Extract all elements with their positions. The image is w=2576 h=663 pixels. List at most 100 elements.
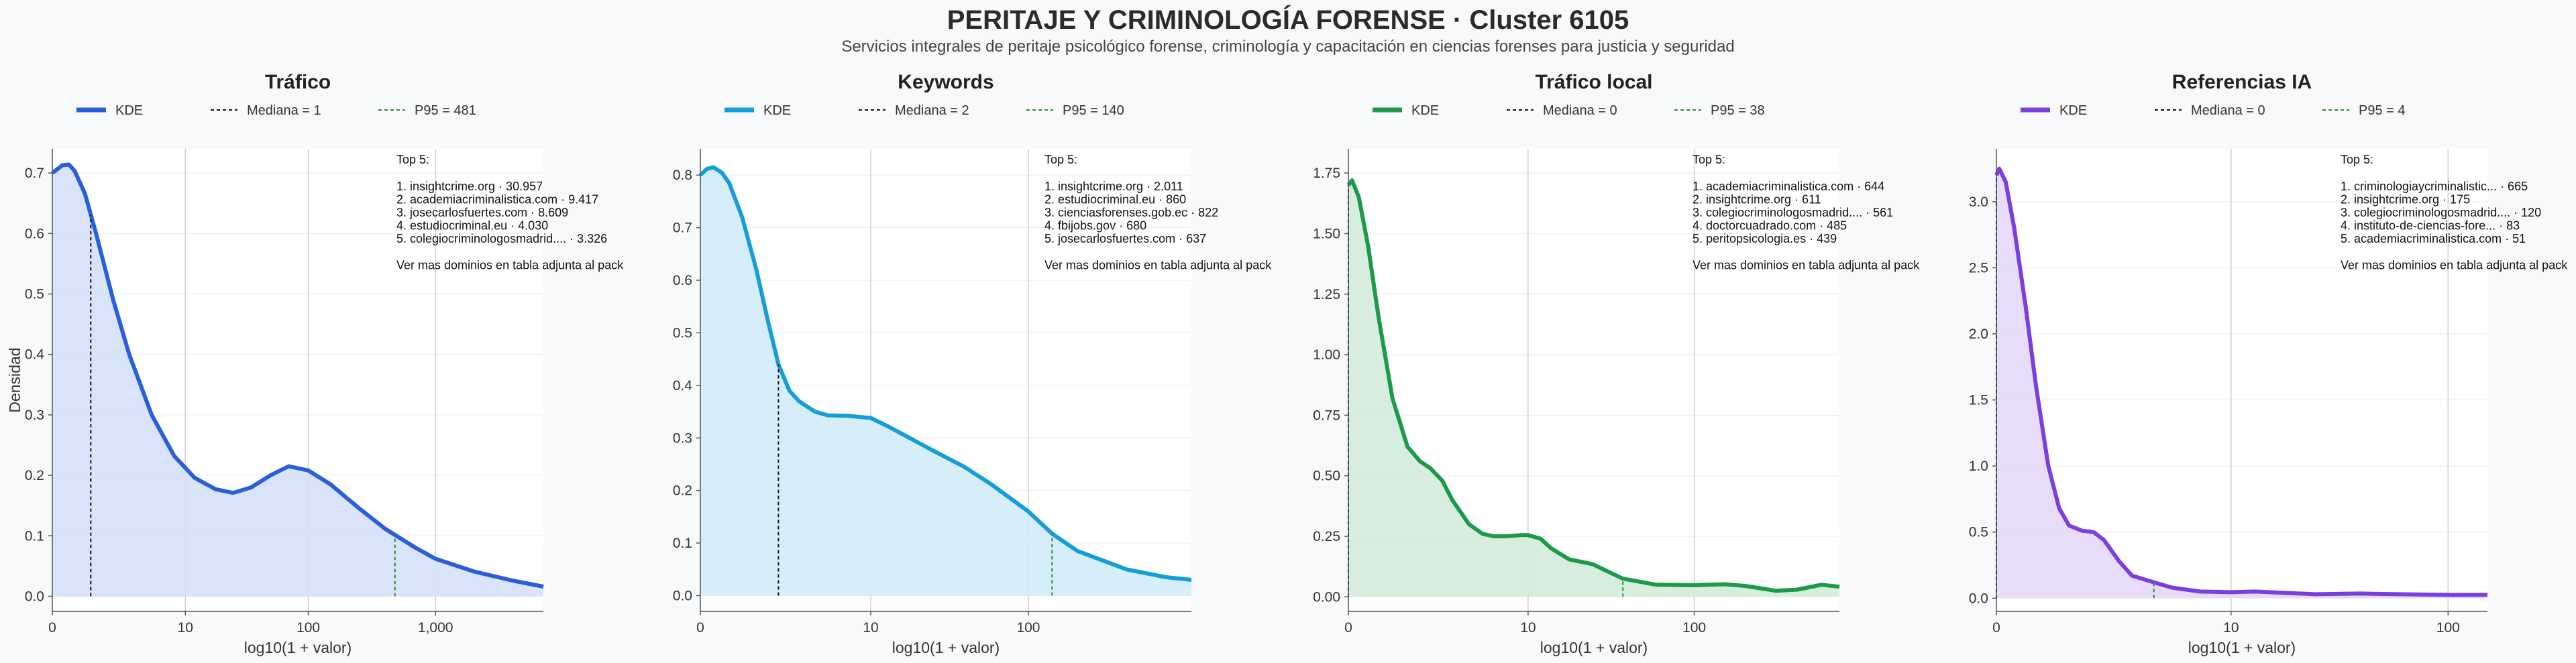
y-tick-label: 0.0	[673, 588, 692, 603]
chart-panel-3: 0.0 0.5 1.0 1.5 2.0 2.5 3.0 0 10 100 log10(1 + val…	[1969, 71, 2568, 656]
y-tick-label: 2.5	[1969, 260, 1988, 276]
y-tick-label: 1.75	[1313, 166, 1340, 181]
y-tick-label: 0.3	[673, 430, 692, 446]
top5-item: 5. academiacriminalistica.com · 51	[2341, 232, 2526, 245]
top5-item: 1. criminologiaycriminalistic... · 665	[2341, 180, 2528, 193]
legend-label-p95: P95 = 481	[415, 103, 476, 118]
chart-title: Keywords	[898, 71, 994, 93]
y-tick-label: 1.00	[1313, 347, 1340, 363]
top5-item: 4. instituto-de-ciencias-fore... · 83	[2341, 219, 2520, 233]
y-tick-label: 0.3	[25, 408, 44, 423]
top5-item: 5. peritopsicologia.es · 439	[1693, 232, 1837, 245]
top5-item: 2. insightcrime.org · 175	[2341, 193, 2470, 206]
top5-item: 2. insightcrime.org · 611	[1693, 193, 1821, 206]
x-tick-label: 10	[1520, 620, 1536, 636]
x-tick-label: 0	[696, 620, 704, 636]
x-tick-label: 100	[2436, 620, 2460, 636]
x-tick-label: 100	[297, 620, 320, 636]
kde-area	[52, 164, 543, 597]
y-tick-label: 0.1	[673, 536, 692, 551]
kde-line	[51, 162, 544, 589]
y-tick-label: 0.7	[673, 221, 692, 236]
legend-label-median: Mediana = 0	[2191, 103, 2265, 118]
top5-item: 1. insightcrime.org · 2.011	[1044, 180, 1183, 193]
y-tick-label: 0.5	[673, 325, 692, 341]
chart-title: Referencias IA	[2172, 71, 2312, 93]
top5-header: Top 5:	[1693, 153, 1725, 166]
y-tick-label: 1.5	[1969, 393, 1988, 408]
y-tick-label: 0.6	[25, 226, 44, 241]
top5-header: Top 5:	[1044, 153, 1077, 166]
top5-item: 3. josecarlosfuertes.com · 8.609	[396, 206, 568, 219]
y-tick-label: 1.25	[1313, 287, 1340, 302]
legend-label-p95: P95 = 4	[2359, 103, 2406, 118]
page-title: PERITAJE Y CRIMINOLOGÍA FORENSE · Cluste…	[947, 5, 1629, 35]
y-tick-label: 0.75	[1313, 408, 1340, 423]
legend-label-median: Mediana = 2	[895, 103, 969, 118]
kde-line	[698, 165, 1192, 582]
y-tick-label: 1.0	[1969, 459, 1988, 474]
legend-label-kde: KDE	[1411, 103, 1439, 118]
x-tick-label: 0	[1992, 620, 2000, 636]
top5-item: 3. cienciasforenses.gob.ec · 822	[1044, 206, 1218, 219]
x-tick-label: 10	[2223, 620, 2239, 636]
y-tick-label: 0.5	[25, 286, 44, 302]
legend-label-p95: P95 = 38	[1711, 103, 1765, 118]
x-axis-label: log10(1 + valor)	[1540, 639, 1648, 656]
top5-footer: Ver mas dominios en tabla adjunta al pac…	[396, 259, 624, 272]
top5-item: 4. estudiocriminal.eu · 4.030	[396, 219, 548, 233]
top5-item: 1. academiacriminalistica.com · 644	[1693, 180, 1884, 193]
x-tick-label: 1,000	[418, 620, 453, 636]
y-tick-label: 0.4	[25, 347, 45, 363]
chart-panel-1: 0.0 0.1 0.2 0.3 0.4 0.5 0.6 0.7 0.8 0 10 100 log10(1…	[673, 71, 1272, 656]
kde-area	[1996, 168, 2487, 599]
top5-footer: Ver mas dominios en tabla adjunta al pac…	[2341, 259, 2568, 272]
y-tick-label: 1.50	[1313, 226, 1340, 241]
kde-area	[1348, 180, 1839, 597]
legend-label-kde: KDE	[115, 103, 143, 118]
x-tick-label: 0	[1344, 620, 1352, 636]
top5-item: 4. doctorcuadrado.com · 485	[1693, 219, 1847, 233]
top5-item: 5. colegiocriminologosmadrid.... · 3.326	[396, 232, 607, 245]
y-tick-label: 0.4	[673, 378, 693, 394]
y-tick-label: 0.2	[673, 483, 692, 499]
kde-line	[1994, 166, 2487, 597]
y-tick-label: 0.25	[1313, 529, 1340, 544]
legend-label-kde: KDE	[2059, 103, 2087, 118]
chart-panel-0: 0.0 0.1 0.2 0.3 0.4 0.5 0.6 0.7 0 10 100 1,000 log10…	[6, 71, 624, 656]
legend-label-kde: KDE	[763, 103, 791, 118]
top5-item: 3. colegiocriminologosmadrid.... · 561	[1693, 206, 1893, 219]
y-axis-label: Densidad	[6, 347, 23, 412]
top5-header: Top 5:	[2341, 153, 2373, 166]
y-tick-label: 0.2	[25, 468, 44, 483]
x-axis-label: log10(1 + valor)	[892, 639, 1000, 656]
legend-label-median: Mediana = 1	[247, 103, 321, 118]
y-tick-label: 0.7	[25, 166, 44, 181]
y-tick-label: 0.00	[1313, 589, 1340, 605]
y-tick-label: 3.0	[1969, 194, 1988, 210]
x-axis-label: log10(1 + valor)	[244, 639, 352, 656]
top5-footer: Ver mas dominios en tabla adjunta al pac…	[1693, 259, 1920, 272]
top5-header: Top 5:	[396, 153, 429, 166]
y-tick-label: 0.8	[673, 168, 692, 183]
top5-item: 4. fbijobs.gov · 680	[1044, 219, 1146, 233]
y-tick-label: 0.1	[25, 528, 44, 544]
top5-item: 5. josecarlosfuertes.com · 637	[1044, 232, 1206, 245]
kde-area	[700, 167, 1191, 596]
x-tick-label: 10	[178, 620, 193, 636]
top5-footer: Ver mas dominios en tabla adjunta al pac…	[1044, 259, 1272, 272]
y-tick-label: 0.0	[1969, 591, 1988, 606]
page-subtitle: Servicios integrales de peritaje psicoló…	[841, 38, 1735, 56]
legend-label-median: Mediana = 0	[1543, 103, 1617, 118]
y-tick-label: 2.0	[1969, 326, 1988, 342]
top5-item: 3. colegiocriminologosmadrid.... · 120	[2341, 206, 2541, 219]
x-tick-label: 100	[1016, 620, 1040, 636]
top5-item: 1. insightcrime.org · 30.957	[396, 180, 543, 193]
kde-line	[1346, 178, 1840, 593]
y-tick-label: 0.6	[673, 273, 692, 288]
x-tick-label: 100	[1682, 620, 1706, 636]
x-axis-label: log10(1 + valor)	[2188, 639, 2296, 656]
chart-title: Tráfico	[265, 71, 331, 93]
legend-label-p95: P95 = 140	[1063, 103, 1124, 118]
